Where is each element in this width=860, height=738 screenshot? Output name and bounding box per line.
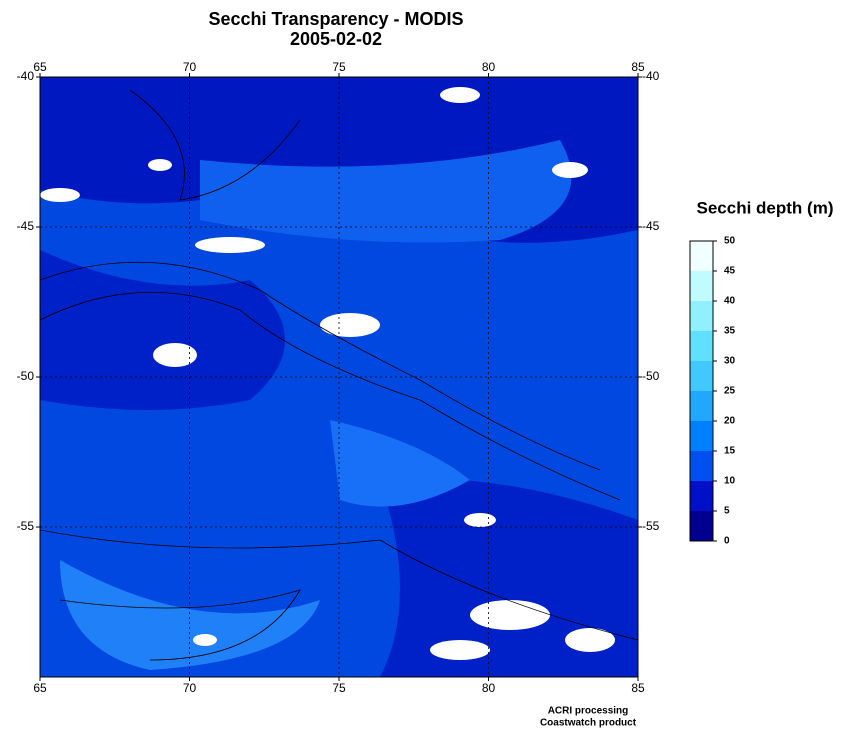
x-tick-label: 85 bbox=[631, 60, 645, 74]
colorbar-bin bbox=[690, 421, 713, 451]
colorbar-tick-label: 20 bbox=[724, 416, 736, 427]
colorbar-tick-label: 30 bbox=[724, 356, 736, 367]
colorbar-bin bbox=[690, 241, 713, 271]
x-tick-label: 75 bbox=[332, 60, 346, 74]
colorbar-bin bbox=[690, 361, 713, 391]
credit: Coastwatch product bbox=[540, 718, 637, 729]
y-tick-label: -55 bbox=[17, 519, 35, 533]
colorbar-bin bbox=[690, 391, 713, 421]
x-tick-label: 75 bbox=[332, 681, 346, 695]
colorbar-bin bbox=[690, 451, 713, 481]
colorbar-bin bbox=[690, 331, 713, 361]
credit: ACRI processing bbox=[548, 706, 629, 717]
colorbar-frame bbox=[689, 240, 714, 542]
colorbar-tick-label: 0 bbox=[724, 536, 730, 547]
colorbar-tick-label: 35 bbox=[724, 326, 736, 337]
x-tick-label: 65 bbox=[33, 60, 47, 74]
x-tick-label: 70 bbox=[183, 60, 197, 74]
y-tick-label: -45 bbox=[17, 219, 35, 233]
x-tick-label: 80 bbox=[482, 60, 496, 74]
colorbar-bin bbox=[690, 301, 713, 331]
colorbar-tick-label: 25 bbox=[724, 386, 736, 397]
colorbar-bin bbox=[690, 481, 713, 511]
colorbar-tick-label: 40 bbox=[724, 296, 736, 307]
y-tick-label: -40 bbox=[17, 69, 35, 83]
colorbar-tick-label: 15 bbox=[724, 446, 736, 457]
y-tick-label: -45 bbox=[642, 219, 660, 233]
colorbar-tick-label: 5 bbox=[724, 506, 730, 517]
x-tick-label: 80 bbox=[482, 681, 496, 695]
y-tick-label: -50 bbox=[642, 369, 660, 383]
map-title: Secchi Transparency - MODIS bbox=[208, 9, 463, 29]
x-tick-label: 70 bbox=[183, 681, 197, 695]
colorbar-tick-label: 10 bbox=[724, 476, 736, 487]
map-subtitle: 2005-02-02 bbox=[290, 29, 382, 49]
colorbar-title: Secchi depth (m) bbox=[697, 198, 834, 217]
colorbar-bin bbox=[690, 271, 713, 301]
colorbar-tick-label: 45 bbox=[724, 266, 736, 277]
x-tick-label: 85 bbox=[631, 681, 645, 695]
colorbar-bin bbox=[690, 511, 713, 541]
y-tick-label: -40 bbox=[642, 69, 660, 83]
x-tick-label: 65 bbox=[33, 681, 47, 695]
y-tick-label: -55 bbox=[642, 519, 660, 533]
colorbar-tick-label: 50 bbox=[724, 236, 736, 247]
y-tick-label: -50 bbox=[17, 369, 35, 383]
